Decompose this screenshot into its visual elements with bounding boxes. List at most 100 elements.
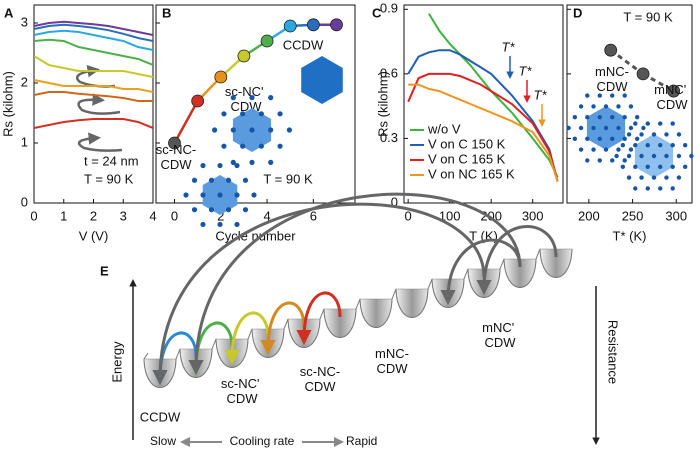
arrow <box>75 65 116 88</box>
lattice-dot <box>628 125 634 131</box>
lattice-dot <box>610 115 615 120</box>
x-tick-label: 300 <box>522 208 544 223</box>
series-line <box>408 83 559 182</box>
lattice-dot <box>578 125 584 131</box>
x-tick-label: 250 <box>622 208 644 223</box>
series-line <box>34 55 153 78</box>
rate-label: Rapid <box>346 434 377 448</box>
lattice-dot <box>258 143 264 149</box>
series-line <box>34 23 153 42</box>
lattice-dot <box>689 153 694 159</box>
legend-label: w/o V <box>427 121 461 136</box>
lattice-dot <box>670 121 675 126</box>
annotation: sc-NC-CDW <box>156 142 196 172</box>
y-tick-label: 0.3 <box>380 130 398 145</box>
transition-arrow <box>440 238 522 305</box>
lattice-dot <box>585 115 590 120</box>
panel-label: D <box>573 5 582 20</box>
lattice-dot <box>585 158 590 163</box>
lattice-dot <box>572 115 578 120</box>
y-axis-label: Rs (kilohm) <box>0 71 15 137</box>
arrow <box>77 93 121 115</box>
point <box>191 94 205 108</box>
lattice-dot <box>578 104 584 109</box>
lattice-dot <box>639 132 644 137</box>
connector <box>609 48 644 76</box>
lattice-dot <box>191 207 198 213</box>
x-tick-label: 4 <box>149 208 156 223</box>
series-line <box>34 79 153 93</box>
lattice-dot <box>670 143 675 148</box>
rate-label: Slow <box>150 434 176 448</box>
lattice-dot <box>664 153 669 159</box>
lattice-dot <box>597 136 602 141</box>
annotation: T* <box>502 39 516 54</box>
lattice-dot <box>225 207 232 213</box>
lattice-dot <box>234 192 240 198</box>
point <box>214 70 228 84</box>
annotation: mNC' CDW <box>654 82 690 112</box>
transition-arrow <box>476 224 558 295</box>
x-tick-label: 2 <box>90 208 97 223</box>
transition-arrow <box>152 202 486 385</box>
annotation: CCDW <box>283 37 324 52</box>
lattice-dot <box>670 164 675 169</box>
point <box>604 43 618 57</box>
lattice-dot <box>603 147 609 152</box>
lattice-dot <box>645 143 650 148</box>
lattice-dot <box>616 104 621 109</box>
annotation: T* <box>534 87 548 102</box>
lattice-dot <box>622 115 627 120</box>
series-line <box>428 13 559 178</box>
energy-well <box>395 288 429 318</box>
lattice-dot <box>242 177 249 183</box>
legend-label: V on C 165 K <box>428 151 506 166</box>
state-label: sc-NC-CDW <box>300 364 340 394</box>
y-tick-label: 3 <box>21 14 28 29</box>
lattice-dot <box>200 192 206 198</box>
annotation: T* <box>519 63 533 78</box>
x-tick-label: 300 <box>665 208 687 223</box>
lattice-dot <box>240 143 246 149</box>
point <box>306 18 320 32</box>
lattice-dot <box>208 177 215 183</box>
legend-label: V on C 150 K <box>428 136 506 151</box>
lattice-dot <box>676 132 682 137</box>
lattice-dot <box>603 104 609 109</box>
lattice-dot <box>651 153 657 159</box>
lattice-dot <box>633 164 638 169</box>
series-line <box>34 38 153 66</box>
lattice-dot <box>620 164 626 169</box>
lattice-dot <box>591 104 596 109</box>
lattice-icon <box>301 56 343 104</box>
lattice-dot <box>217 162 223 169</box>
lattice-dot <box>633 186 638 191</box>
lattice-dot <box>651 175 657 180</box>
lattice-dot <box>230 159 236 165</box>
panel-label: E <box>100 263 109 278</box>
lattice-dot <box>200 162 206 169</box>
x-tick-label: 200 <box>578 208 600 223</box>
lattice-dot <box>221 111 227 117</box>
axis-label: Resistance <box>606 320 621 384</box>
lattice-dot <box>277 143 283 149</box>
lattice-dot <box>682 164 688 169</box>
point <box>667 84 681 98</box>
lattice-dot <box>645 164 650 169</box>
lattice-dot <box>670 186 675 191</box>
lattice-dot <box>658 164 663 169</box>
lattice-dot <box>610 158 615 163</box>
transition-arrow <box>296 291 342 345</box>
lattice-dot <box>183 192 189 198</box>
legend-label: V on NC 165 K <box>428 166 515 181</box>
lattice-dot <box>591 125 596 131</box>
y-axis-label: Rs (kilohm) <box>375 71 390 137</box>
rate-label: Cooling rate <box>230 434 295 448</box>
lattice-dot <box>578 147 584 152</box>
lattice-dot <box>230 127 236 133</box>
series-line <box>407 49 559 182</box>
lattice-dot <box>249 127 255 133</box>
panel-label: B <box>162 5 171 20</box>
lattice-dot <box>622 158 627 163</box>
x-tick-label: 4 <box>263 208 270 223</box>
